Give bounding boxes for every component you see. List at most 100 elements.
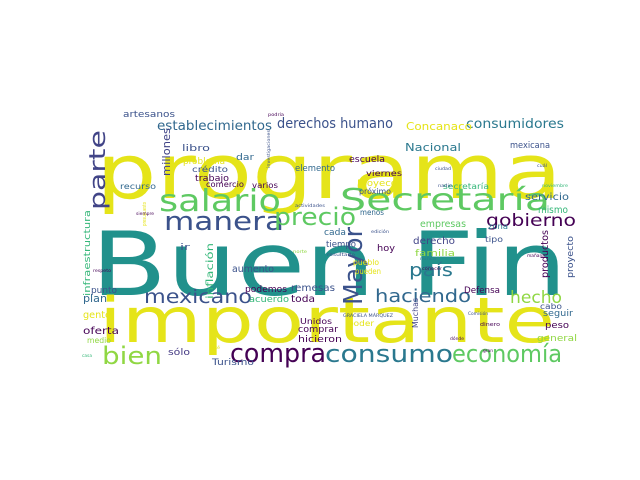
word-edicion: edición: [371, 229, 390, 234]
word-pais: país: [409, 260, 453, 281]
word-parte: parte: [86, 130, 111, 210]
word-menos: menos: [360, 208, 384, 217]
word-dar: dar: [236, 153, 254, 163]
word-presupuesto: presupuesto: [142, 202, 148, 226]
word-dinero: dinero: [480, 322, 500, 328]
word-podria: podría: [268, 112, 285, 117]
word-actividades: actividades: [295, 203, 325, 208]
word-inflacion: inflación: [204, 243, 216, 299]
word-unidos: Unidos: [300, 317, 332, 326]
word-acuerdo: acuerdo: [249, 295, 290, 305]
word-gran: gran: [483, 348, 494, 353]
word-establecimientos: establecimientos: [157, 119, 272, 134]
word-comision: Comisión: [468, 311, 488, 316]
word-defensa: Defensa: [464, 286, 500, 296]
word-tipo: tipo: [485, 235, 503, 244]
word-peso: peso: [545, 321, 570, 331]
word-investigaciones: investigaciones: [266, 130, 271, 168]
word-artesanos: artesanos: [123, 110, 175, 120]
word-comercio: comercio: [206, 180, 244, 189]
word-hicieron: hicieron: [298, 335, 342, 345]
word-norte: norte: [293, 249, 308, 254]
word-poder: poder: [348, 319, 375, 328]
word-precio: precio: [274, 203, 356, 231]
word-derecho: derecho: [413, 236, 455, 247]
word-secretaria: secretaría: [443, 182, 489, 191]
word-varios: varios: [252, 181, 278, 190]
word-empresas: empresas: [420, 219, 466, 230]
word-libro: libro: [182, 144, 211, 154]
word-buen-fin: Buen Fin: [91, 213, 567, 316]
word-salario: salario: [159, 184, 281, 219]
word-siempre: siempre: [136, 211, 155, 216]
word-jose: José: [209, 345, 221, 350]
word-proyeco: Proyeco: [357, 179, 398, 189]
word-pueden: pueden: [355, 267, 381, 276]
word-tiempo: tiempo: [326, 240, 356, 250]
word-muchas: Muchas: [411, 298, 420, 328]
word-general: general: [537, 334, 577, 344]
word-consumidores: consumidores: [466, 117, 564, 132]
word-oferta: oferta: [83, 326, 119, 337]
word-derechos-humano: derechos humano: [277, 116, 393, 132]
word-compra: compra: [230, 339, 326, 369]
word-ciudad: ciudad: [435, 166, 452, 171]
word-ir: ir: [180, 243, 190, 253]
word-donde: dónde: [450, 336, 465, 341]
word-problema: problema: [183, 157, 225, 167]
word-credito: crédito: [192, 164, 228, 174]
word-nadie: nadie: [438, 183, 453, 188]
word-podemos: podemos: [245, 285, 287, 295]
word-infraestructura: infraestructura: [83, 210, 93, 296]
word-cabo: cabo: [540, 302, 562, 311]
word-seguir: seguir: [543, 309, 573, 319]
word-turismo: Turismo: [211, 358, 255, 368]
word-graciela-marquez: GRACIELA MÁRQUEZ: [343, 313, 393, 318]
word-punto: punto: [91, 286, 117, 296]
word-trabajo: trabajo: [195, 174, 230, 184]
word-millones: millones: [160, 128, 173, 176]
word-viernes: viernes: [366, 169, 402, 178]
word-mexicana: mexicana: [510, 141, 550, 151]
word-aumento: aumento: [232, 264, 274, 275]
word-manana: mañana: [527, 253, 546, 258]
word-pueblo: pueblo: [353, 258, 379, 267]
word-mismo: mismo: [538, 205, 568, 216]
word-cual: cuál: [537, 163, 547, 168]
word-gente: gente: [83, 310, 111, 321]
word-casa: casa: [82, 353, 93, 358]
word-proximo: próximo: [359, 186, 391, 196]
word-mayor: Mayor: [339, 227, 369, 305]
word-recurso: recurso: [120, 182, 156, 191]
word-hoy: hoy: [377, 244, 396, 254]
word-noviembre: noviembre: [542, 183, 569, 188]
word-haciendo: haciendo: [375, 286, 471, 307]
word-elemento: elemento: [295, 164, 335, 174]
word-proyecto: proyecto: [566, 235, 576, 278]
word-hecho: hecho: [510, 288, 562, 308]
word-importante: importante: [99, 284, 555, 357]
word-nunca: nunca: [420, 256, 437, 261]
word-economia: economía: [452, 340, 562, 368]
word-zona: zona: [488, 222, 508, 231]
word-conocer: conocer: [422, 266, 442, 271]
word-cada: cada: [324, 228, 346, 238]
word-familia: familia: [415, 249, 455, 259]
word-toda: toda: [291, 294, 315, 305]
word-resultado: resultado: [327, 252, 356, 257]
word-respeto: respeto: [93, 268, 112, 273]
word-plan: plan: [83, 292, 107, 305]
word-mexicano: mexicano: [144, 286, 252, 308]
word-comprar: comprar: [298, 325, 338, 335]
word-nacional: Nacional: [405, 141, 461, 154]
word-servicio: servicio: [525, 192, 569, 203]
word-medio: medio: [87, 336, 111, 345]
word-concanaco: Concanaco: [406, 120, 472, 133]
word-solo: sólo: [168, 347, 191, 358]
word-productos: productos: [540, 230, 551, 278]
word-consumo: consumo: [325, 340, 453, 368]
word-manera: manera: [164, 207, 284, 237]
